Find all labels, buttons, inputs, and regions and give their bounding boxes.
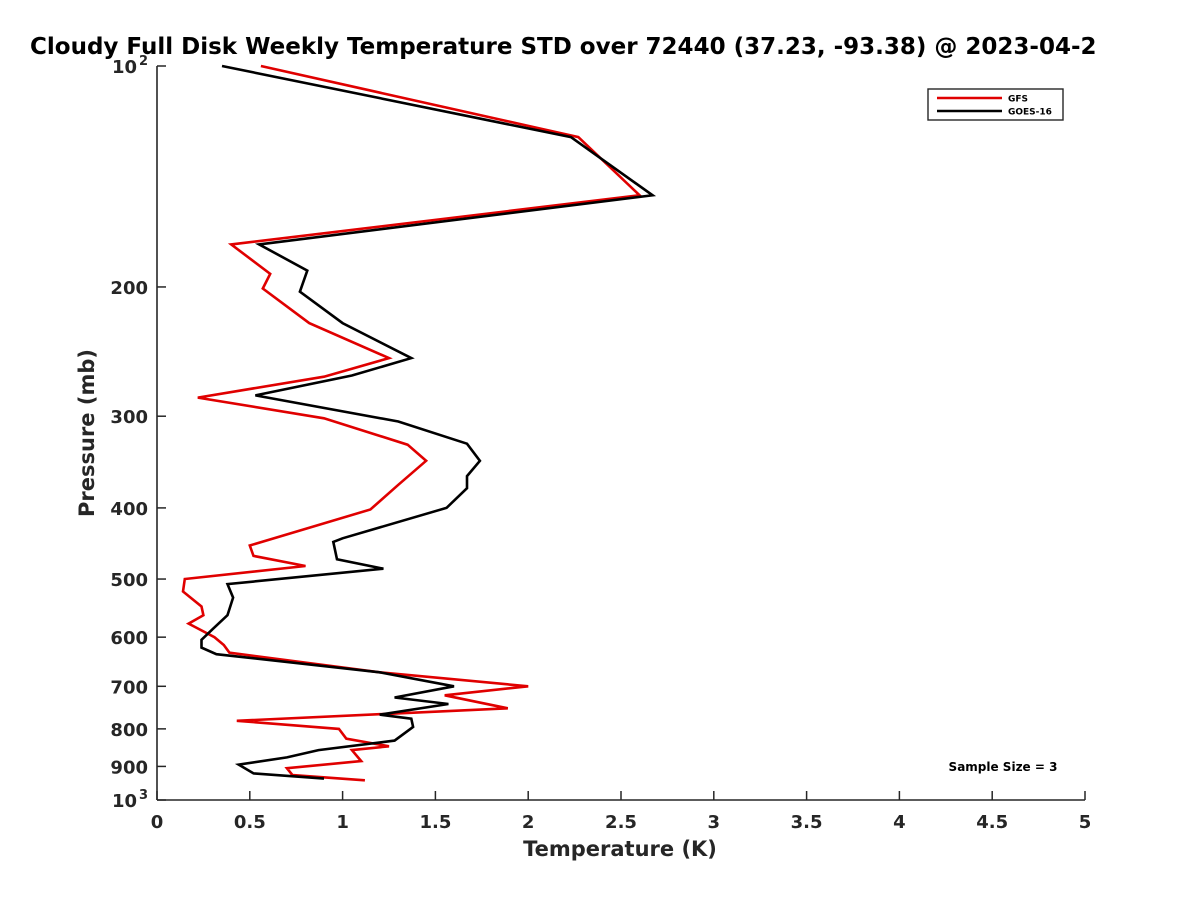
legend-label-gfs: GFS bbox=[1008, 95, 1028, 105]
y-tick-label: 400 bbox=[110, 499, 148, 520]
x-tick-label: 4 bbox=[893, 812, 906, 833]
sample-size-annotation: Sample Size = 3 bbox=[949, 760, 1058, 774]
legend-box bbox=[927, 88, 1064, 121]
y-tick-label: 10 bbox=[112, 791, 137, 812]
x-axis-title: Temperature (K) bbox=[523, 837, 717, 861]
legend-label-goes-16: GOES-16 bbox=[1008, 108, 1052, 118]
x-tick-label: 5 bbox=[1079, 812, 1092, 833]
y-tick-label: 300 bbox=[110, 407, 148, 428]
y-tick-label: 800 bbox=[110, 720, 148, 741]
x-tick-label: 2 bbox=[522, 812, 535, 833]
x-tick-label: 0.5 bbox=[234, 812, 266, 833]
legend: GFS GOES-16 bbox=[927, 88, 1064, 121]
x-tick-label: 2.5 bbox=[605, 812, 637, 833]
y-axis-title: Pressure (mb) bbox=[75, 349, 99, 517]
x-tick-label: 0 bbox=[151, 812, 164, 833]
plot-area bbox=[181, 64, 657, 782]
x-tick-label: 3 bbox=[708, 812, 721, 833]
y-tick-label: 10 bbox=[112, 57, 137, 78]
x-tick-label: 1.5 bbox=[419, 812, 451, 833]
axes: 0 0.5 1 1.5 2 2.5 3 3.5 4 4.5 510 22003004005006007… bbox=[110, 54, 1091, 833]
series-line-goes-16 bbox=[200, 64, 657, 780]
x-tick-label: 3.5 bbox=[791, 812, 823, 833]
y-tick-exponent: 3 bbox=[139, 788, 148, 803]
chart-title: Cloudy Full Disk Weekly Temperature STD … bbox=[30, 34, 1097, 60]
y-tick-exponent: 2 bbox=[139, 54, 148, 69]
y-tick-label: 700 bbox=[110, 677, 148, 698]
y-tick-label: 500 bbox=[110, 570, 148, 591]
x-tick-label: 1 bbox=[336, 812, 349, 833]
y-tick-label: 900 bbox=[110, 757, 148, 778]
series-line-gfs bbox=[181, 64, 643, 782]
y-tick-label: 600 bbox=[110, 628, 148, 649]
x-tick-label: 4.5 bbox=[976, 812, 1008, 833]
y-tick-label: 200 bbox=[110, 278, 148, 299]
